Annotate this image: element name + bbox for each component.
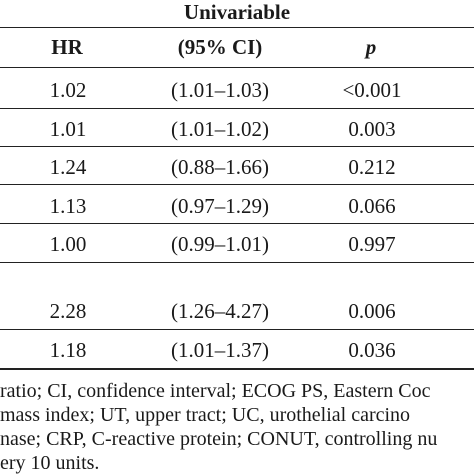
column-header-hr: HR <box>51 35 83 59</box>
footnote-line: ery 10 units. <box>0 452 100 474</box>
row-divider <box>0 262 474 263</box>
cell-ci: (1.01–1.02) <box>171 117 269 141</box>
cell-ci: (0.97–1.29) <box>171 194 269 218</box>
cell-ci: (1.01–1.03) <box>171 78 269 102</box>
cell-hr: 1.18 <box>49 338 87 362</box>
cell-hr: 1.00 <box>49 232 87 256</box>
cell-p: 0.036 <box>348 338 396 362</box>
cell-p: <0.001 <box>342 78 402 102</box>
cell-hr: 1.13 <box>49 194 87 218</box>
row-divider <box>0 108 474 109</box>
column-header-p: p <box>365 35 377 59</box>
header-bottom-rule <box>0 67 474 68</box>
cell-p: 0.997 <box>348 232 396 256</box>
cell-ci: (0.99–1.01) <box>171 232 269 256</box>
table-footnote: ratio; CI, confidence interval; ECOG PS,… <box>0 379 474 474</box>
row-divider <box>0 223 474 224</box>
cell-p: 0.006 <box>348 299 396 323</box>
footnote-line: ratio; CI, confidence interval; ECOG PS,… <box>0 380 431 402</box>
cell-hr: 1.02 <box>49 78 87 102</box>
row-divider <box>0 146 474 147</box>
cell-ci: (1.01–1.37) <box>171 338 269 362</box>
group-header-univariable: Univariable <box>183 0 291 24</box>
footnote-line: nase; CRP, C-reactive protein; CONUT, co… <box>0 428 438 450</box>
cell-p: 0.212 <box>348 155 396 179</box>
header-top-rule <box>0 27 474 28</box>
footnote-line: mass index; UT, upper tract; UC, urothel… <box>0 404 411 426</box>
table-bottom-rule <box>0 368 474 370</box>
cell-hr: 1.01 <box>49 117 87 141</box>
cell-ci: (1.26–4.27) <box>171 299 269 323</box>
row-divider <box>0 329 474 330</box>
cell-hr: 2.28 <box>49 299 87 323</box>
row-divider <box>0 184 474 185</box>
cell-ci: (0.88–1.66) <box>171 155 269 179</box>
cell-p: 0.066 <box>348 194 396 218</box>
cell-hr: 1.24 <box>49 155 87 179</box>
cell-p: 0.003 <box>348 117 396 141</box>
column-header-ci: (95% CI) <box>177 35 263 59</box>
